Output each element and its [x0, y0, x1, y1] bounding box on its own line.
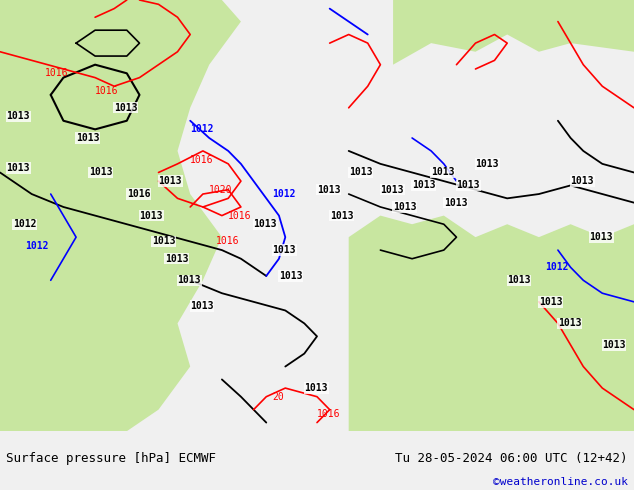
- Text: ©weatheronline.co.uk: ©weatheronline.co.uk: [493, 477, 628, 487]
- Text: 1013: 1013: [158, 176, 182, 186]
- Text: 1013: 1013: [539, 297, 562, 307]
- Text: 1012: 1012: [273, 189, 296, 199]
- Text: 1013: 1013: [165, 254, 188, 264]
- Text: 1013: 1013: [431, 168, 455, 177]
- Text: 1012: 1012: [545, 262, 569, 272]
- Text: 1016: 1016: [44, 68, 68, 78]
- Text: 1013: 1013: [444, 197, 467, 208]
- Polygon shape: [0, 0, 241, 431]
- Polygon shape: [393, 0, 634, 65]
- Text: 1013: 1013: [89, 168, 112, 177]
- Text: 1013: 1013: [393, 202, 417, 212]
- Polygon shape: [349, 216, 634, 431]
- Text: 1016: 1016: [317, 409, 340, 419]
- Text: 1013: 1013: [152, 237, 176, 246]
- Text: 1020: 1020: [209, 185, 233, 195]
- Text: 1013: 1013: [6, 111, 30, 122]
- Text: 1013: 1013: [590, 232, 613, 242]
- Text: 1016: 1016: [190, 154, 214, 165]
- Text: 1013: 1013: [558, 318, 581, 328]
- Text: 1013: 1013: [304, 383, 328, 393]
- Text: 1013: 1013: [178, 275, 201, 285]
- Text: 1012: 1012: [190, 124, 214, 134]
- Text: 1013: 1013: [507, 275, 531, 285]
- Text: 1013: 1013: [602, 340, 626, 350]
- Text: 1013: 1013: [6, 163, 30, 173]
- Text: 1013: 1013: [330, 211, 353, 220]
- Text: 1013: 1013: [139, 211, 163, 220]
- Text: 1013: 1013: [476, 159, 499, 169]
- Text: 1016: 1016: [216, 237, 239, 246]
- Text: 1013: 1013: [190, 301, 214, 311]
- Text: 20: 20: [273, 392, 285, 402]
- Text: 1013: 1013: [456, 180, 480, 191]
- Text: 1016: 1016: [228, 211, 252, 220]
- Text: Tu 28-05-2024 06:00 UTC (12+42): Tu 28-05-2024 06:00 UTC (12+42): [395, 452, 628, 465]
- Text: 1016: 1016: [95, 86, 119, 96]
- Text: Surface pressure [hPa] ECMWF: Surface pressure [hPa] ECMWF: [6, 452, 216, 465]
- Text: 1013: 1013: [412, 180, 436, 191]
- Text: 1013: 1013: [380, 185, 404, 195]
- Text: 1013: 1013: [114, 103, 138, 113]
- Text: 1013: 1013: [317, 185, 340, 195]
- Text: 1013: 1013: [279, 271, 302, 281]
- Text: 1016: 1016: [127, 189, 150, 199]
- Text: 1013: 1013: [254, 219, 277, 229]
- Text: 1013: 1013: [571, 176, 594, 186]
- Text: 1013: 1013: [273, 245, 296, 255]
- Text: 1013: 1013: [349, 168, 372, 177]
- Text: 1012: 1012: [13, 219, 36, 229]
- Text: 1013: 1013: [76, 133, 100, 143]
- Text: 1012: 1012: [25, 241, 49, 251]
